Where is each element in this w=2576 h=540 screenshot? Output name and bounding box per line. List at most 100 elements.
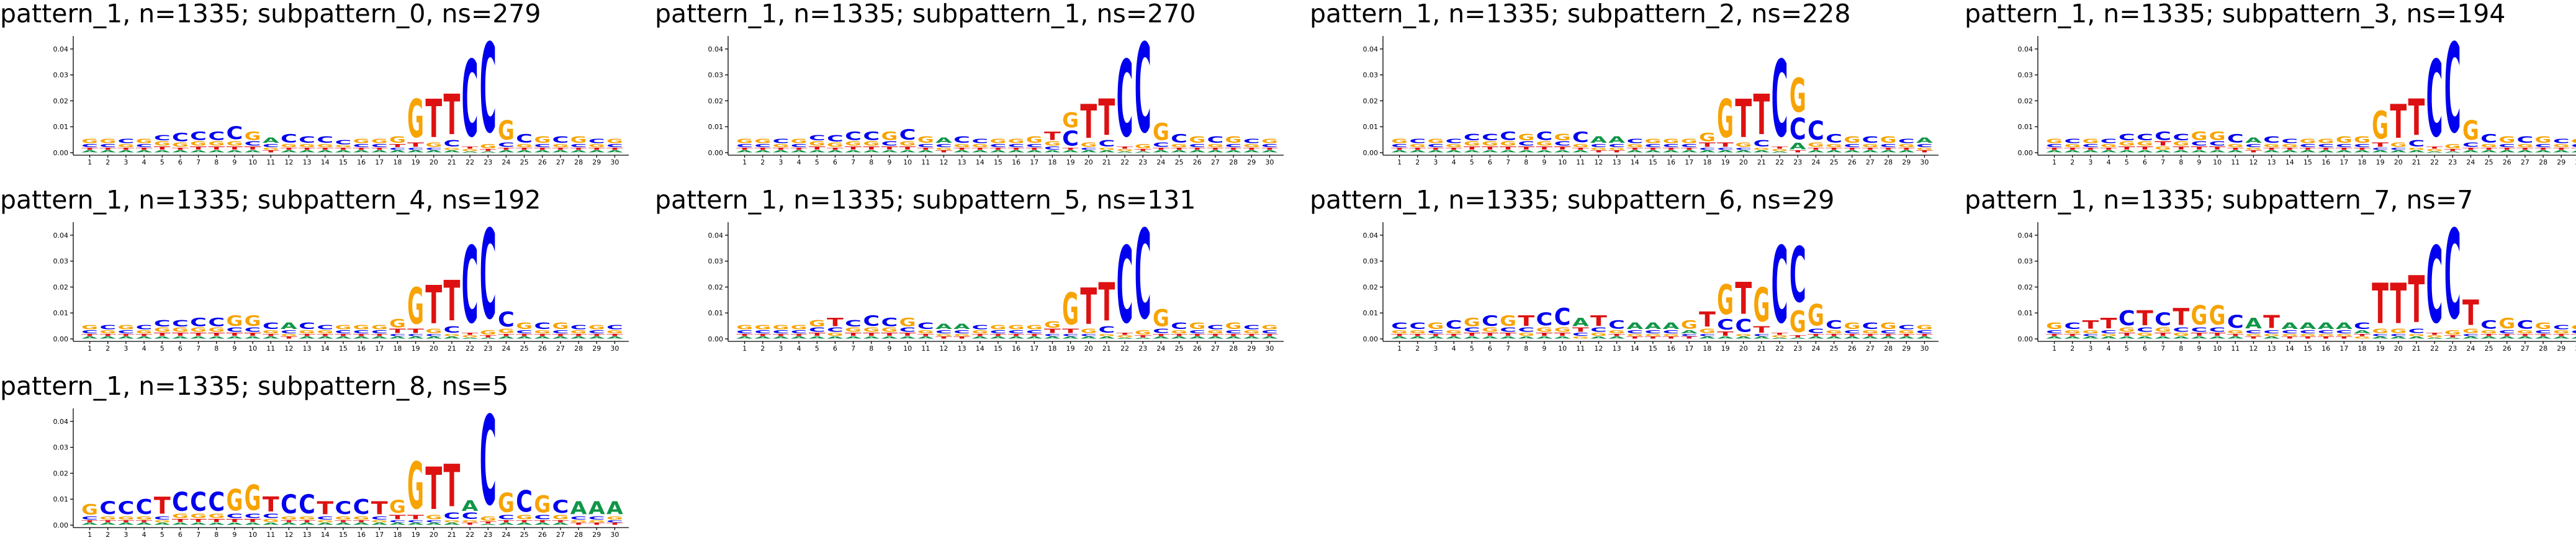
logo-letter-C: C xyxy=(1754,138,1770,149)
logo-letter-A: A xyxy=(353,336,371,340)
x-tick-label: 17 xyxy=(1685,158,1693,166)
logo-letter-A: A xyxy=(2227,336,2245,340)
logo-letter-C: C xyxy=(845,129,862,143)
x-tick-label: 24 xyxy=(502,158,510,166)
logo-letter-C: C xyxy=(971,138,988,145)
logo-letter-G: G xyxy=(1554,326,1571,333)
logo-letter-C: C xyxy=(2155,309,2171,330)
x-tick-label: 19 xyxy=(412,531,420,539)
logo-letter-A: A xyxy=(1080,336,1097,340)
y-tick-label: 0.00 xyxy=(2018,149,2033,157)
logo-letter-C: C xyxy=(1243,324,1260,331)
logo-letter-G: G xyxy=(1117,148,1133,152)
logo-letter-G: G xyxy=(317,143,333,148)
logo-letter-G: G xyxy=(407,278,424,336)
logo-letter-A: A xyxy=(791,150,808,153)
x-tick-label: 3 xyxy=(124,158,128,166)
logo-letter-A: A xyxy=(1808,150,1825,153)
logo-letter-A: A xyxy=(1844,150,1861,153)
x-tick-label: 18 xyxy=(393,344,402,353)
logo-letter-C: C xyxy=(2571,330,2576,335)
x-tick-label: 12 xyxy=(284,531,293,539)
logo-letter-A: A xyxy=(1572,150,1590,153)
logo-letter-A: A xyxy=(154,522,171,526)
logo-letter-T: T xyxy=(154,332,171,337)
y-tick-label: 0.03 xyxy=(53,444,69,452)
logo-letter-C: C xyxy=(172,130,189,144)
logo-letter-T: T xyxy=(570,333,587,337)
logo-letter-C: C xyxy=(1590,143,1607,148)
logo-letter-A: A xyxy=(1826,150,1843,153)
logo-letter-T: T xyxy=(588,147,605,151)
logo-letter-T: T xyxy=(462,522,479,526)
logo-letter-T: T xyxy=(1754,84,1770,148)
x-tick-label: 30 xyxy=(610,531,619,539)
logo-letter-A: A xyxy=(2173,336,2190,340)
logo-letter-G: G xyxy=(353,138,370,145)
logo-letter-A: A xyxy=(407,522,425,526)
logo-letter-A: A xyxy=(2408,336,2426,340)
x-tick-label: 15 xyxy=(1649,344,1657,353)
x-tick-label: 23 xyxy=(1793,158,1802,166)
logo-letter-G: G xyxy=(2083,329,2099,334)
logo-letter-G: G xyxy=(2281,143,2298,148)
logo-letter-G: G xyxy=(1754,278,1770,333)
logo-letter-A: A xyxy=(425,150,443,153)
logo-letter-A: A xyxy=(281,522,298,526)
logo-letter-A: A xyxy=(1428,150,1445,153)
logo-letter-A: A xyxy=(1008,150,1025,153)
logo-letter-A: A xyxy=(208,522,225,526)
logo-letter-C: C xyxy=(136,324,153,331)
logo-letter-C: C xyxy=(1464,132,1480,143)
logo-letter-C: C xyxy=(2046,330,2063,335)
logo-letter-C: C xyxy=(407,147,424,150)
logo-letter-G: G xyxy=(1772,335,1788,338)
logo-letter-A: A xyxy=(1536,336,1554,340)
logo-letter-C: C xyxy=(498,308,515,332)
x-tick-label: 21 xyxy=(448,531,456,539)
logo-letter-T: T xyxy=(1772,146,1788,150)
logo-letter-C: C xyxy=(606,143,623,148)
logo-letter-A: A xyxy=(1428,336,1445,340)
logo-letter-C: C xyxy=(245,513,261,520)
logo-letter-A: A xyxy=(2209,336,2227,340)
logo-letter-T: T xyxy=(1590,312,1607,330)
logo-letter-G: G xyxy=(335,515,352,520)
x-tick-label: 6 xyxy=(178,158,182,166)
logo-letter-A: A xyxy=(754,150,772,153)
logo-letter-T: T xyxy=(809,146,826,151)
logo-letter-C: C xyxy=(1717,317,1734,334)
logo-letter-T: T xyxy=(736,147,753,151)
logo-letter-T: T xyxy=(1862,147,1879,151)
logo-letter-C: C xyxy=(2444,19,2461,161)
logo-letter-A: A xyxy=(1717,150,1734,153)
logo-letter-G: G xyxy=(1808,142,1824,148)
logo-letter-C: C xyxy=(1590,326,1607,333)
logo-letter-A: A xyxy=(498,522,515,526)
logo-letter-C: C xyxy=(2480,318,2497,331)
x-tick-label: 5 xyxy=(2125,344,2129,353)
x-tick-label: 23 xyxy=(484,531,492,539)
logo-letter-T: T xyxy=(1916,333,1933,337)
logo-letter-G: G xyxy=(1554,132,1571,142)
x-tick-label: 2 xyxy=(106,344,110,353)
x-tick-label: 21 xyxy=(1757,158,1766,166)
logo-letter-G: G xyxy=(2444,143,2461,150)
logo-letter-C: C xyxy=(480,205,497,347)
logo-letter-T: T xyxy=(263,333,279,337)
y-tick-label: 0.02 xyxy=(2018,97,2033,105)
logo-letter-T: T xyxy=(2046,333,2063,337)
logo-letter-A: A xyxy=(1171,150,1188,153)
logo-letter-A: A xyxy=(263,336,280,340)
logo-letter-G: G xyxy=(1428,321,1444,331)
logo-letter-C: C xyxy=(754,330,771,335)
logo-letter-A: A xyxy=(480,151,497,153)
logo-letter-A: A xyxy=(2390,336,2407,340)
logo-letter-A: A xyxy=(172,522,189,526)
logo-letter-G: G xyxy=(534,135,551,145)
logo-letter-A: A xyxy=(2372,150,2389,153)
logo-letter-C: C xyxy=(2318,143,2335,148)
logo-title: pattern_1, n=1335; subpattern_3, ns=194 xyxy=(1965,0,2505,29)
logo-letter-C: C xyxy=(2209,326,2226,333)
logo-letter-C: C xyxy=(498,142,515,148)
